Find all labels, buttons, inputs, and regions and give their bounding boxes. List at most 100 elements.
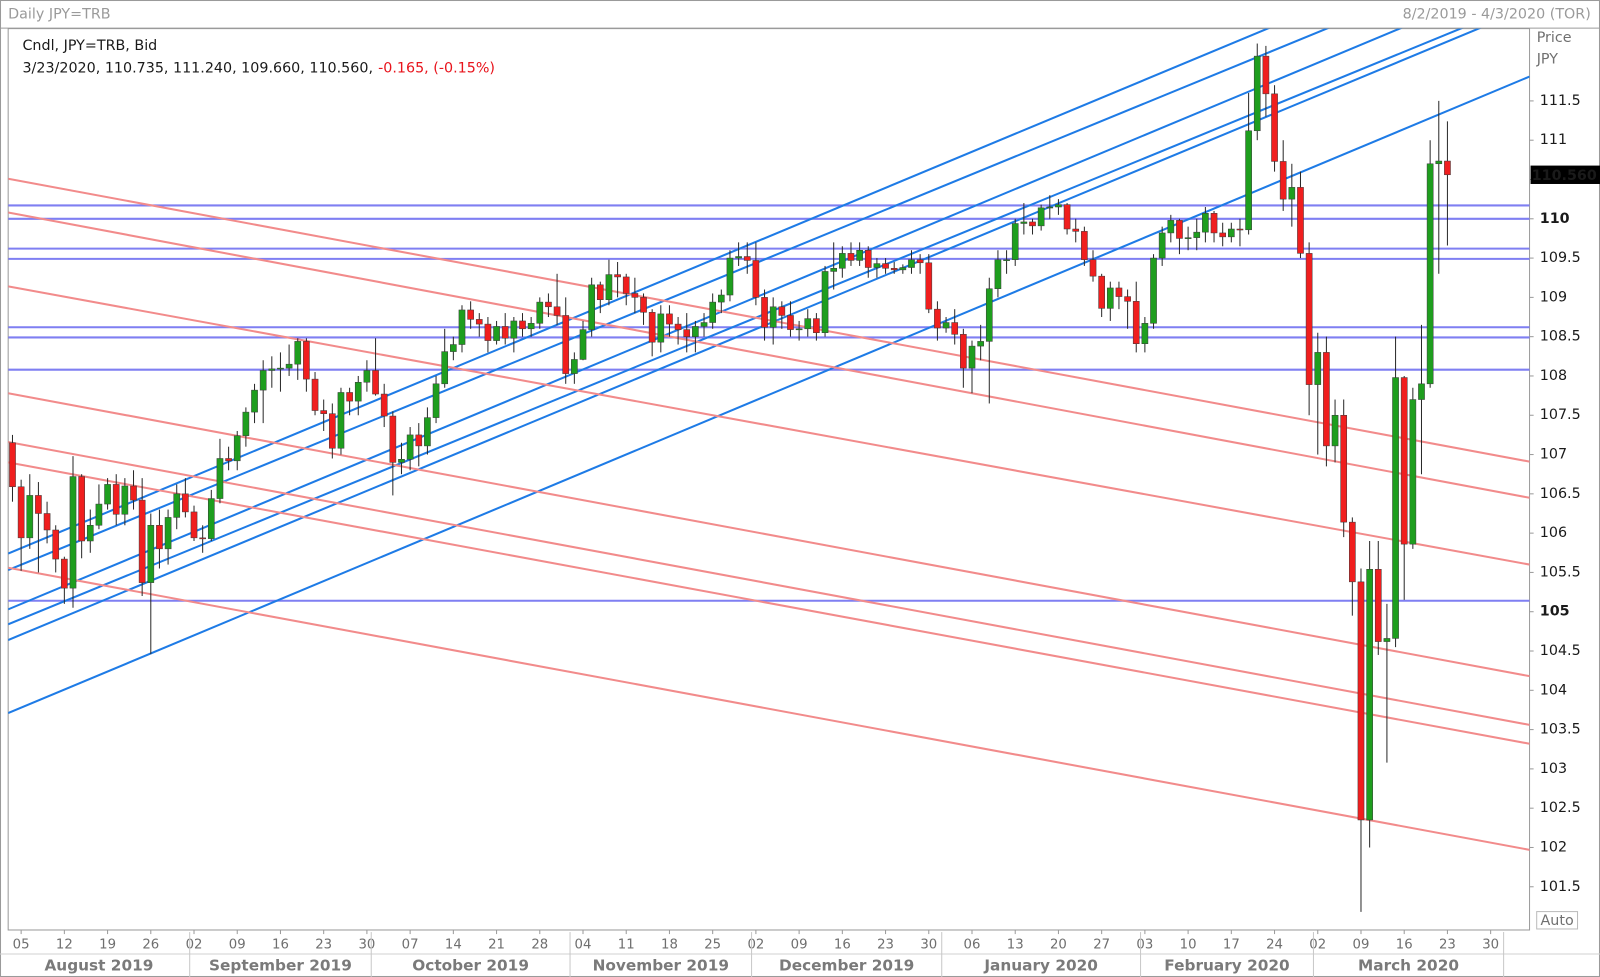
candle-body <box>683 329 691 337</box>
y-tick-label: 101.5 <box>1540 879 1581 895</box>
candle-body <box>1003 259 1010 261</box>
candle-body <box>571 359 578 374</box>
trend-line <box>8 75 1530 715</box>
x-tick-label: 16 <box>1396 937 1413 952</box>
candle-body <box>726 257 734 296</box>
candle-body <box>164 517 172 550</box>
x-tick-label: 17 <box>1223 937 1240 952</box>
x-tick-label: 13 <box>1007 937 1024 952</box>
scale-mode-box[interactable] <box>1536 911 1579 930</box>
candle-body <box>553 306 561 316</box>
legend-values: 3/23/2020, 110.735, 111.240, 109.660, 11… <box>22 60 495 76</box>
candle-body <box>432 383 440 418</box>
x-tick-label: 14 <box>445 937 462 952</box>
candle-body <box>501 326 509 339</box>
x-tick-label: 30 <box>920 937 937 952</box>
candle-body <box>873 263 881 268</box>
candle-body <box>121 485 129 515</box>
candle-body <box>1374 569 1382 642</box>
candle-body <box>1228 228 1235 238</box>
candle-body <box>346 392 353 402</box>
candle-body <box>1167 220 1175 234</box>
y-tick-label: 110 <box>1540 211 1570 227</box>
date-range: 8/2/2019 - 4/3/2020 (TOR) <box>1403 6 1591 22</box>
candle-body <box>666 313 673 325</box>
candle-body <box>1106 287 1114 309</box>
x-tick-label: 07 <box>402 937 419 952</box>
trend-line <box>8 28 1330 572</box>
y-tick-label: 109.5 <box>1540 250 1581 266</box>
candle-body <box>1202 213 1209 233</box>
candle-body <box>380 393 388 417</box>
x-tick-label: 28 <box>531 937 548 952</box>
candle-body <box>1098 275 1105 309</box>
candle-body <box>104 484 111 505</box>
candle-body <box>1297 187 1304 254</box>
trend-line <box>8 211 1530 499</box>
candle-body <box>182 493 189 513</box>
candle-body <box>303 341 310 380</box>
candle-body <box>596 284 604 300</box>
candle-body <box>17 486 25 539</box>
x-tick-label: 09 <box>1353 937 1370 952</box>
candle-body <box>847 253 855 261</box>
x-tick-label: 09 <box>791 937 808 952</box>
candle-body <box>648 312 656 343</box>
candle-body <box>1219 232 1226 238</box>
candle-body <box>424 417 431 447</box>
candle-body <box>821 271 829 333</box>
candle-body <box>1184 237 1192 239</box>
candle-body <box>233 435 241 462</box>
candle-body <box>1409 399 1417 545</box>
y-tick-label: 105.5 <box>1540 564 1581 580</box>
candle-body <box>130 485 137 501</box>
scale-mode[interactable]: Auto <box>1541 913 1574 929</box>
candle-body <box>1435 160 1443 165</box>
candle-body <box>363 370 371 383</box>
candle-body <box>1037 207 1045 227</box>
x-tick-label: 11 <box>618 937 635 952</box>
month-label: September 2019 <box>209 956 352 974</box>
x-tick-label: 18 <box>661 937 678 952</box>
candle-body <box>86 525 94 542</box>
candle-body <box>951 322 959 335</box>
candle-body <box>475 319 483 325</box>
candle-body <box>35 495 42 514</box>
candle-body <box>1150 257 1157 324</box>
x-tick-label: 06 <box>964 937 981 952</box>
candle-body <box>285 363 293 369</box>
candle-body <box>467 309 474 320</box>
candle-body <box>320 410 328 414</box>
candle-body <box>1089 259 1097 277</box>
month-label: August 2019 <box>44 956 153 974</box>
x-tick-label: 02 <box>747 937 764 952</box>
x-tick-label: 21 <box>488 937 505 952</box>
candle-body <box>1357 581 1365 821</box>
x-tick-label: 16 <box>834 937 851 952</box>
candle-body <box>406 434 414 460</box>
candle-body <box>1383 638 1391 642</box>
candle-body <box>1418 383 1425 400</box>
candle-body <box>389 415 397 463</box>
candle-body <box>1392 377 1399 639</box>
y-tick-label: 104 <box>1540 682 1567 698</box>
candle-body <box>1253 55 1261 132</box>
candle-body <box>1245 130 1252 231</box>
chart-title: Daily JPY=TRB <box>8 6 110 22</box>
y-axis-label: Price <box>1537 30 1572 46</box>
candle-body <box>1210 213 1218 234</box>
legend-change: -0.165, (-0.15%) <box>378 60 495 76</box>
candle-body <box>1193 231 1201 238</box>
y-tick-label: 103 <box>1540 761 1567 777</box>
candle-body <box>251 389 258 413</box>
trend-line <box>8 28 1403 611</box>
month-label: March 2020 <box>1358 956 1459 974</box>
candle-body <box>890 268 898 271</box>
candle-body <box>52 529 60 560</box>
candle-body <box>1124 296 1131 302</box>
x-tick-label: 19 <box>99 937 116 952</box>
x-tick-label: 02 <box>186 937 203 952</box>
candle-body <box>26 495 34 539</box>
